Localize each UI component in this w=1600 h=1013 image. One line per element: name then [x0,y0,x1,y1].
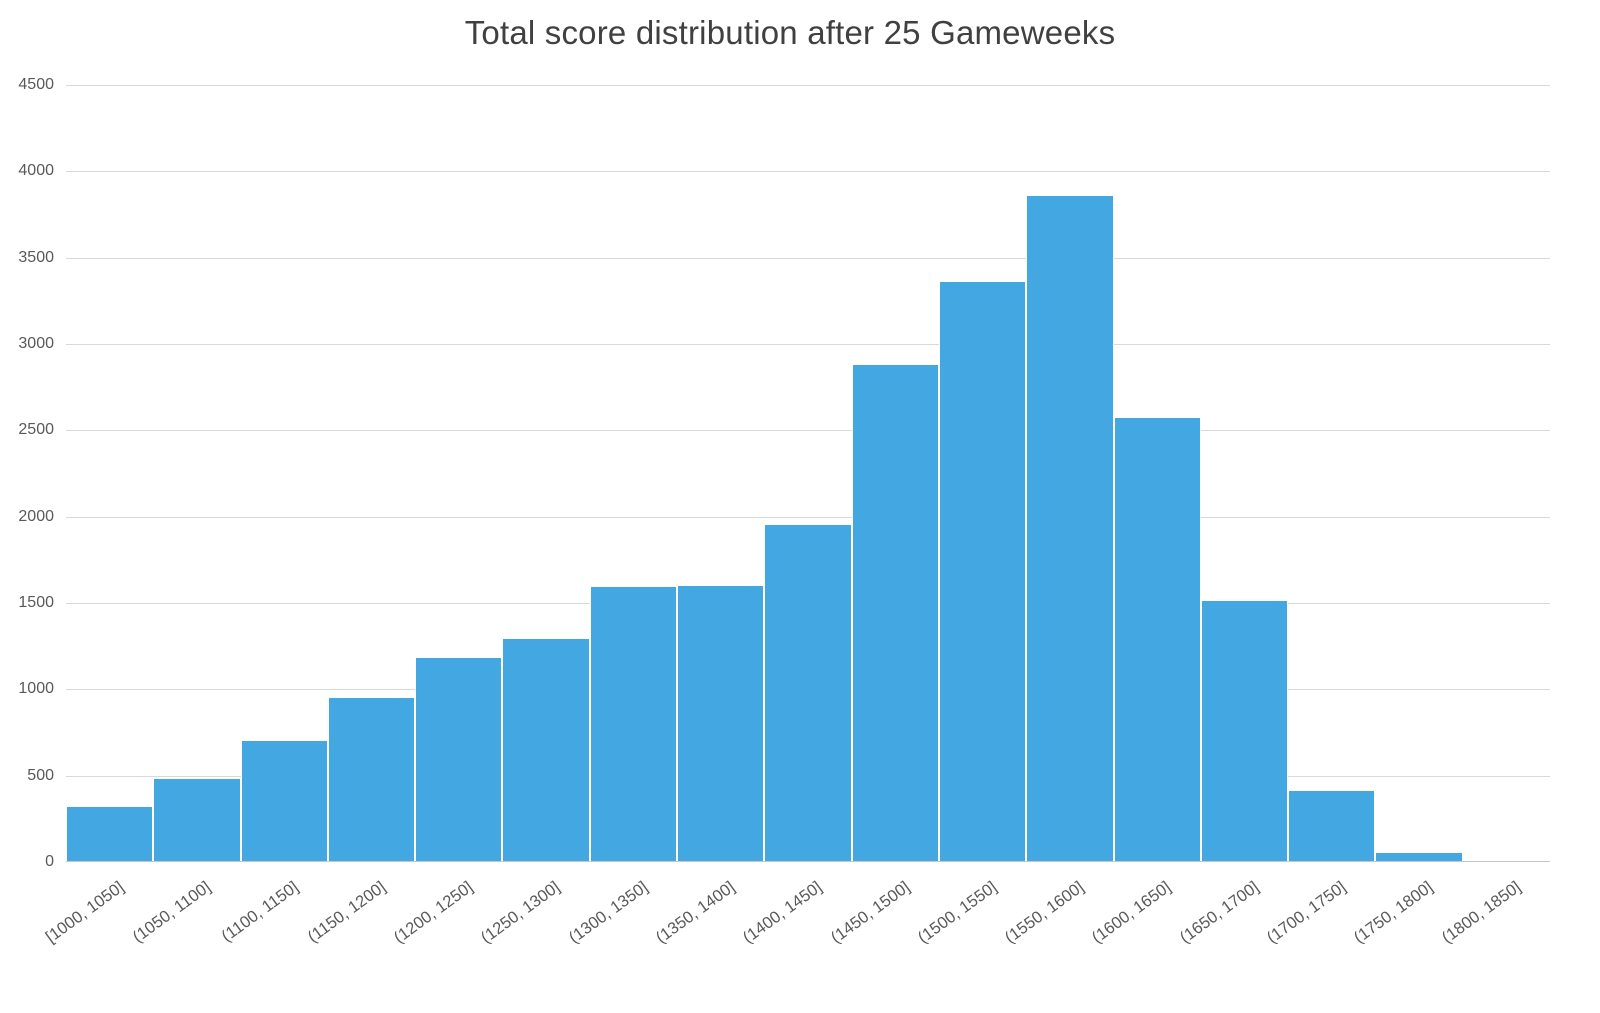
histogram-bar [1288,791,1376,862]
y-axis-tick-label: 4000 [18,162,54,180]
bar-slot [502,85,590,862]
histogram-bar [153,779,241,862]
bar-slot [938,85,1027,862]
y-axis-tick-label: 3500 [18,248,54,266]
gridline [66,171,1550,173]
bar-slot [1200,85,1289,862]
histogram-bar [240,741,328,862]
y-axis-tick-label: 1000 [18,680,54,698]
gridline [66,257,1550,259]
histogram-bar [1026,196,1114,862]
histogram-bar [589,587,678,862]
bar-slot [240,85,328,862]
bar-slot [1288,85,1376,862]
x-axis-line [66,861,1550,862]
y-axis-tick-label: 0 [45,853,54,870]
bar-slot [851,85,939,862]
bar-slot [153,85,241,862]
bar-slot [1113,85,1201,862]
bar-slot [66,85,154,862]
histogram-bar [66,806,154,862]
histogram-bar [677,585,765,862]
histogram-bar [851,364,939,862]
gridline [66,85,1550,86]
bars-container [66,85,1550,862]
bar-slot [327,85,416,862]
bar-slot [1026,85,1114,862]
gridline [66,430,1550,432]
bar-slot [589,85,678,862]
histogram-bar [415,658,503,862]
histogram-bar [502,639,590,862]
histogram-bar [327,697,416,862]
bar-slot [1375,85,1463,862]
x-axis-tick-label: [1000, 1050] [42,878,128,947]
y-axis-tick-label: 3000 [18,335,54,352]
bar-slot [415,85,503,862]
x-cell: (1800, 1850] [1438,868,1550,1013]
bar-slot [1463,85,1550,862]
histogram-bar [764,525,852,862]
plot-area: 0 500 1000 1500 2000 2500 3000 3500 4000 4500 [18,76,1550,870]
histogram-bar [1200,601,1289,862]
bar-slot [764,85,852,862]
y-axis-tick-label: 2500 [18,421,54,439]
histogram-bar [1375,853,1463,862]
gridline [66,344,1550,345]
bar-slot [677,85,765,862]
histogram-bar [938,281,1027,862]
x-axis-labels: [1000, 1050] (1050, 1100] (1100, 1150] (115… [42,868,1550,1013]
y-axis-tick-label: 500 [27,766,54,784]
gridline [66,516,1550,518]
y-axis-tick-label: 4500 [18,76,54,93]
y-axis-tick-label: 1500 [18,594,54,611]
histogram-bar [1113,418,1201,862]
y-axis-tick-label: 2000 [18,507,54,525]
chart-title: Total score distribution after 25 Gamewe… [464,14,1116,51]
